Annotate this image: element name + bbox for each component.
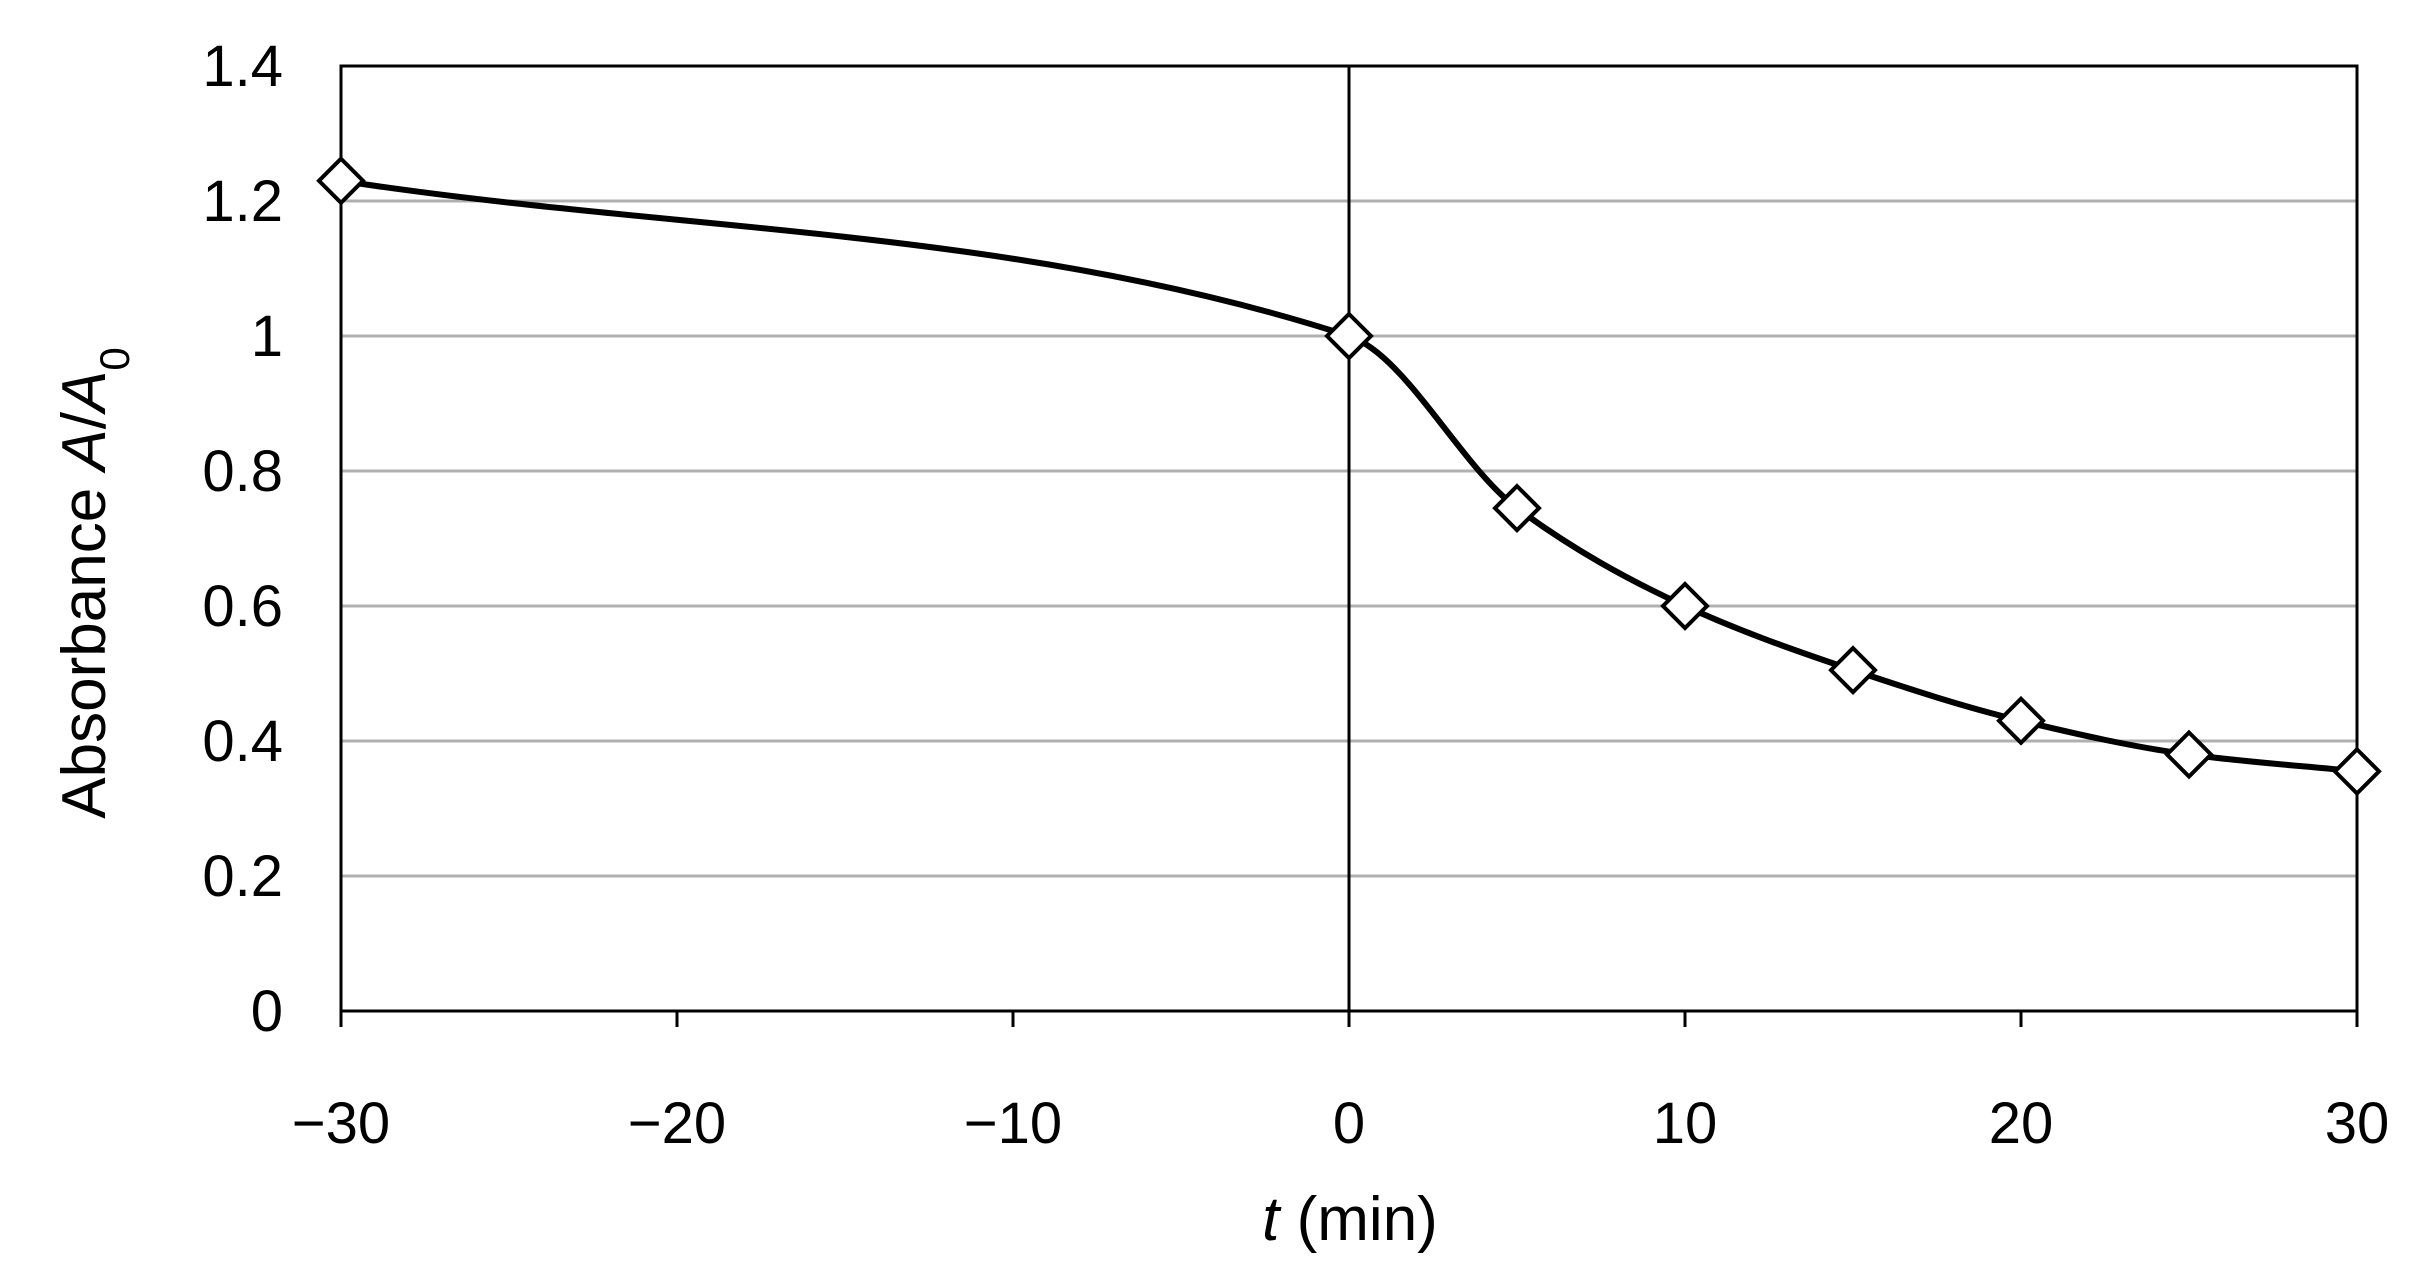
y-tick-label: 0.2 [202, 844, 283, 909]
data-point-marker [1996, 695, 2046, 746]
y-tick-label: 1 [251, 304, 283, 369]
data-point-marker [1828, 645, 1878, 695]
y-tick-label: 0.4 [202, 709, 283, 774]
data-point-marker [1660, 581, 1710, 631]
y-tick-label: 0 [251, 979, 283, 1044]
x-tick-label: 30 [2325, 1091, 2390, 1156]
y-axis-title: Absorbance A/A0 [50, 347, 138, 818]
data-point-marker [1324, 311, 1374, 361]
data-point-marker [2164, 729, 2214, 780]
y-tick-label: 0.8 [202, 439, 283, 504]
data-point-marker [2332, 746, 2382, 797]
x-axis-title: t (min) [1262, 1185, 1438, 1254]
series-line [340, 177, 2358, 775]
series [316, 155, 2382, 797]
x-tick-label: 20 [1989, 1091, 2054, 1156]
y-tick-label: 1.4 [202, 34, 283, 99]
x-tick-label: 10 [1653, 1091, 1718, 1156]
y-tick-label: 1.2 [202, 169, 283, 234]
x-tick-label: 0 [1333, 1091, 1365, 1156]
data-point-marker [1492, 483, 1542, 533]
tick-labels: −30 −20 −10 0 10 20 30 0 0.2 0.4 0.6 0.8 1 1.2 1.4 [202, 34, 2389, 1156]
axes [339, 64, 2359, 1027]
data-point-marker [316, 155, 366, 206]
x-tick-label: −10 [964, 1091, 1062, 1156]
y-tick-label: 0.6 [202, 574, 283, 639]
x-tick-label: −30 [292, 1091, 390, 1156]
x-tick-label: −20 [628, 1091, 726, 1156]
